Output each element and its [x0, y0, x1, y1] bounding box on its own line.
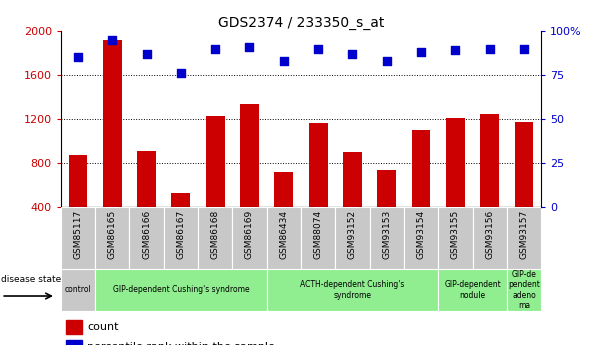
Bar — [267, 207, 301, 269]
Point — [382, 58, 392, 64]
Text: count: count — [87, 322, 119, 332]
Bar — [137, 151, 156, 251]
Bar — [438, 269, 507, 310]
Text: GSM93153: GSM93153 — [382, 210, 391, 259]
Title: GDS2374 / 233350_s_at: GDS2374 / 233350_s_at — [218, 16, 384, 30]
Bar — [95, 207, 130, 269]
Bar — [240, 104, 259, 251]
Text: percentile rank within the sample: percentile rank within the sample — [87, 342, 275, 345]
Point — [519, 46, 529, 51]
Bar — [370, 207, 404, 269]
Point — [313, 46, 323, 51]
Point — [210, 46, 220, 51]
Bar — [206, 116, 224, 251]
Bar — [412, 130, 430, 251]
Point — [142, 51, 151, 57]
Text: GSM86165: GSM86165 — [108, 210, 117, 259]
Bar — [378, 170, 396, 251]
Text: GSM86168: GSM86168 — [211, 210, 219, 259]
Bar — [267, 269, 438, 310]
Bar — [309, 124, 328, 251]
Bar — [95, 269, 267, 310]
Text: GSM93155: GSM93155 — [451, 210, 460, 259]
Bar — [301, 207, 335, 269]
Bar — [232, 207, 267, 269]
Bar — [61, 269, 95, 310]
Text: GSM86166: GSM86166 — [142, 210, 151, 259]
Text: GSM88074: GSM88074 — [314, 210, 323, 259]
Bar — [514, 122, 533, 251]
Text: GSM85117: GSM85117 — [74, 210, 83, 259]
Bar — [130, 207, 164, 269]
Bar — [335, 207, 370, 269]
Bar — [404, 207, 438, 269]
Point — [108, 37, 117, 43]
Point — [451, 48, 460, 53]
Bar — [480, 114, 499, 251]
Text: GSM93152: GSM93152 — [348, 210, 357, 259]
Point — [176, 70, 185, 76]
Point — [485, 46, 494, 51]
Text: control: control — [64, 285, 91, 294]
Bar — [274, 172, 293, 251]
Bar — [164, 207, 198, 269]
Bar — [69, 155, 88, 251]
Bar — [66, 340, 83, 345]
Bar — [472, 207, 507, 269]
Text: GSM93157: GSM93157 — [519, 210, 528, 259]
Text: GSM86434: GSM86434 — [279, 210, 288, 259]
Text: GIP-de
pendent
adeno
ma: GIP-de pendent adeno ma — [508, 270, 540, 310]
Text: GSM86167: GSM86167 — [176, 210, 185, 259]
Point — [279, 58, 289, 64]
Bar — [103, 40, 122, 251]
Text: disease state: disease state — [1, 275, 61, 284]
Text: GSM93154: GSM93154 — [416, 210, 426, 259]
Point — [73, 55, 83, 60]
Point — [348, 51, 358, 57]
Bar — [507, 269, 541, 310]
Text: GIP-dependent
nodule: GIP-dependent nodule — [444, 280, 501, 299]
Bar — [446, 118, 465, 251]
Bar — [198, 207, 232, 269]
Text: GSM93156: GSM93156 — [485, 210, 494, 259]
Point — [244, 44, 254, 50]
Text: GSM86169: GSM86169 — [245, 210, 254, 259]
Bar — [61, 207, 95, 269]
Bar — [438, 207, 472, 269]
Text: ACTH-dependent Cushing's
syndrome: ACTH-dependent Cushing's syndrome — [300, 280, 404, 299]
Text: GIP-dependent Cushing's syndrome: GIP-dependent Cushing's syndrome — [112, 285, 249, 294]
Point — [416, 49, 426, 55]
Bar — [66, 320, 83, 334]
Bar — [507, 207, 541, 269]
Bar — [343, 152, 362, 251]
Bar — [171, 193, 190, 251]
